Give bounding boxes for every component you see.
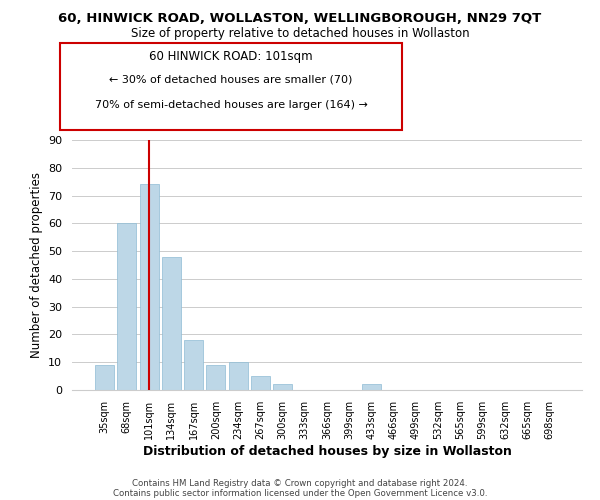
Bar	[118, 224, 136, 390]
Bar	[162, 256, 181, 390]
Bar	[251, 376, 270, 390]
Text: 60 HINWICK ROAD: 101sqm: 60 HINWICK ROAD: 101sqm	[149, 50, 313, 63]
Text: Size of property relative to detached houses in Wollaston: Size of property relative to detached ho…	[131, 28, 469, 40]
Bar	[206, 365, 225, 390]
Bar	[229, 362, 248, 390]
Text: 60, HINWICK ROAD, WOLLASTON, WELLINGBOROUGH, NN29 7QT: 60, HINWICK ROAD, WOLLASTON, WELLINGBORO…	[58, 12, 542, 26]
Bar	[95, 365, 114, 390]
X-axis label: Distribution of detached houses by size in Wollaston: Distribution of detached houses by size …	[143, 444, 511, 458]
Text: Contains public sector information licensed under the Open Government Licence v3: Contains public sector information licen…	[113, 488, 487, 498]
Text: Contains HM Land Registry data © Crown copyright and database right 2024.: Contains HM Land Registry data © Crown c…	[132, 478, 468, 488]
Text: 70% of semi-detached houses are larger (164) →: 70% of semi-detached houses are larger (…	[95, 100, 367, 110]
Y-axis label: Number of detached properties: Number of detached properties	[29, 172, 43, 358]
Bar	[140, 184, 158, 390]
Bar	[184, 340, 203, 390]
Bar	[362, 384, 381, 390]
Bar	[273, 384, 292, 390]
Text: ← 30% of detached houses are smaller (70): ← 30% of detached houses are smaller (70…	[109, 75, 353, 85]
